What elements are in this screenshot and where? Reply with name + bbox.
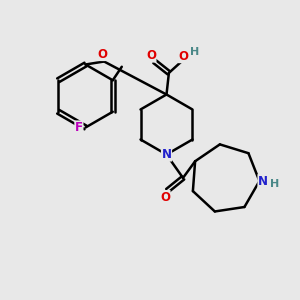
Text: H: H <box>270 179 280 189</box>
Text: O: O <box>146 49 156 62</box>
Text: N: N <box>258 175 268 188</box>
Text: O: O <box>98 47 108 61</box>
Text: H: H <box>190 47 200 57</box>
Text: O: O <box>160 190 170 204</box>
Text: O: O <box>178 50 188 63</box>
Text: F: F <box>75 121 83 134</box>
Text: N: N <box>161 148 172 161</box>
